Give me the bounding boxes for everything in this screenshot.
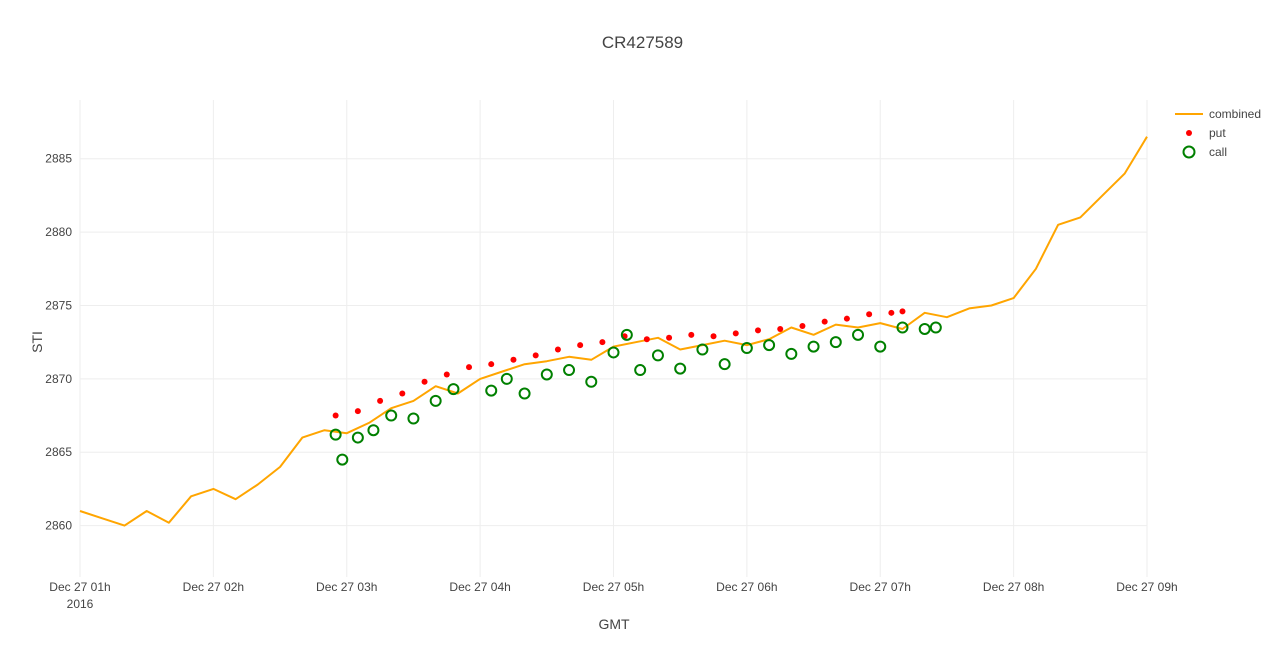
legend[interactable]: combined put call	[1175, 107, 1261, 159]
x-tick-label: Dec 27 08h	[983, 580, 1044, 594]
x-tick-label: Dec 27 03h	[316, 580, 377, 594]
call-point	[485, 384, 498, 397]
call-point	[696, 343, 709, 356]
put-point	[532, 352, 539, 359]
legend-swatch	[1182, 145, 1196, 159]
y-tick-label: 2870	[45, 372, 72, 386]
put-point	[666, 334, 673, 341]
put-point	[488, 361, 495, 368]
y-tick-label: 2880	[45, 225, 72, 239]
legend-item-call[interactable]: call	[1182, 145, 1228, 159]
call-point	[852, 328, 865, 341]
put-point	[643, 336, 650, 343]
put-point	[821, 318, 828, 325]
call-point	[740, 342, 753, 355]
put-point	[421, 378, 428, 385]
put-point	[899, 308, 906, 315]
put-point	[599, 339, 606, 346]
call-point	[500, 372, 513, 385]
call-point	[651, 349, 664, 362]
put-point	[399, 390, 406, 397]
put-point	[732, 330, 739, 337]
put-point	[799, 323, 806, 330]
x-tick-label: Dec 27 04h	[449, 580, 510, 594]
put-point	[554, 346, 561, 353]
x-tick-label: Dec 27 02h	[183, 580, 244, 594]
call-point	[385, 409, 398, 422]
legend-label: combined	[1209, 107, 1261, 121]
x-axis-ticks: Dec 27 01h 2016 Dec 27 02h Dec 27 03h Dec 27…	[49, 580, 1177, 611]
legend-item-combined[interactable]: combined	[1175, 107, 1261, 121]
y-tick-label: 2860	[45, 519, 72, 533]
y-tick-label: 2875	[45, 298, 72, 312]
call-point	[763, 339, 776, 352]
legend-label: put	[1209, 126, 1226, 140]
legend-swatch	[1186, 130, 1192, 136]
call-point	[351, 431, 364, 444]
chart-title: CR427589	[601, 33, 684, 52]
call-point	[518, 387, 531, 400]
call-point	[447, 383, 460, 396]
call-point	[540, 368, 553, 381]
y-tick-label: 2885	[45, 152, 72, 166]
call-point	[329, 428, 342, 441]
call-point	[918, 322, 931, 335]
call-point	[585, 375, 598, 388]
call-point	[429, 394, 442, 407]
put-point	[777, 325, 784, 332]
call-point	[874, 340, 887, 353]
put-point	[710, 333, 717, 340]
call-point	[807, 340, 820, 353]
call-point	[785, 347, 798, 360]
legend-label: call	[1209, 145, 1227, 159]
put-point	[866, 311, 873, 318]
call-point	[336, 453, 349, 466]
y-axis-ticks: 2860 2865 2870 2875 2880 2885	[45, 152, 72, 533]
x-tick-label: Dec 27 05h	[583, 580, 644, 594]
legend-item-put[interactable]: put	[1186, 126, 1226, 140]
x-tick-sublabel: 2016	[67, 597, 94, 611]
call-point	[674, 362, 687, 375]
put-point	[888, 309, 895, 316]
call-point	[718, 358, 731, 371]
x-tick-label: Dec 27 06h	[716, 580, 777, 594]
x-axis-title: GMT	[598, 616, 630, 632]
y-tick-label: 2865	[45, 445, 72, 459]
put-point	[443, 371, 450, 378]
put-point	[577, 342, 584, 349]
put-point	[332, 412, 339, 419]
y-axis-title: STI	[29, 331, 45, 353]
call-point	[407, 412, 420, 425]
call-point	[607, 346, 620, 359]
x-gridlines	[79, 100, 1148, 577]
call-point	[563, 364, 576, 377]
call-point	[620, 328, 633, 341]
x-tick-label: Dec 27 01h	[49, 580, 110, 594]
call-point	[829, 336, 842, 349]
x-tick-label: Dec 27 07h	[850, 580, 911, 594]
put-point	[354, 408, 361, 415]
put-point	[510, 356, 517, 363]
call-point	[367, 424, 380, 437]
x-tick-label: Dec 27 09h	[1116, 580, 1177, 594]
put-point	[466, 364, 473, 371]
series-layer	[79, 136, 1148, 527]
call-point	[929, 321, 942, 334]
call-point	[896, 321, 909, 334]
put-point	[754, 327, 761, 334]
put-point	[843, 315, 850, 322]
put-point	[377, 397, 384, 404]
call-point	[634, 364, 647, 377]
put-point	[688, 331, 695, 338]
